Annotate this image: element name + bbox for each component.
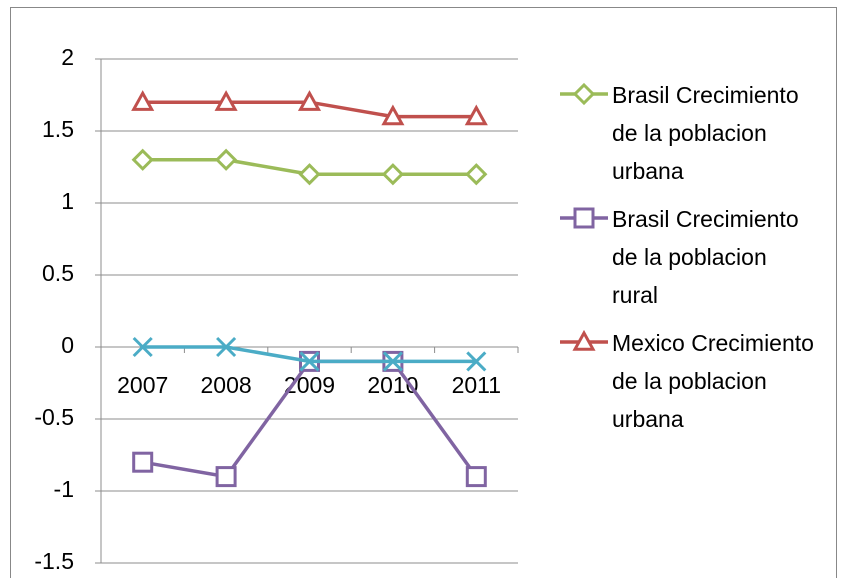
x-tick-label: 2011	[452, 372, 501, 398]
data-point	[214, 148, 238, 171]
data-point	[132, 451, 154, 473]
data-point	[214, 90, 238, 111]
legend-swatch	[560, 329, 608, 351]
x-tick-label: 2008	[201, 372, 252, 398]
data-point	[382, 351, 403, 372]
data-point	[215, 466, 237, 488]
y-tick-label: -1	[54, 476, 74, 502]
data-point	[465, 163, 488, 186]
legend-swatch	[560, 82, 608, 106]
chart-border	[10, 7, 837, 578]
legend-entry: Brasil Crecimiento de la poblacion urban…	[556, 76, 816, 190]
y-tick-label: 0	[61, 332, 74, 358]
y-tick-label: -0.5	[34, 404, 74, 430]
legend-marker	[572, 82, 596, 106]
data-point	[132, 336, 153, 358]
legend-swatch	[560, 207, 608, 229]
legend-marker	[572, 329, 596, 351]
legend-entry: Mexico Crecimiento de la poblacion urban…	[556, 324, 816, 438]
data-point	[297, 90, 322, 111]
data-point	[131, 148, 154, 171]
legend-label: Brasil Crecimiento de la poblacion urban…	[612, 82, 799, 184]
legend-entry: Brasil Crecimiento de la poblacion rural	[556, 200, 816, 314]
legend-label: Brasil Crecimiento de la poblacion rural	[612, 206, 799, 308]
data-point	[466, 351, 487, 372]
data-point	[381, 104, 405, 126]
data-point	[131, 90, 155, 111]
data-point	[464, 104, 488, 126]
data-point	[299, 351, 320, 372]
legend-marker	[573, 207, 595, 229]
data-point	[381, 163, 405, 186]
data-point	[465, 466, 487, 488]
y-tick-label: 1	[61, 188, 74, 214]
data-point	[298, 163, 321, 186]
legend-label: Mexico Crecimiento de la poblacion urban…	[612, 330, 814, 432]
y-tick-label: 2	[61, 44, 74, 70]
y-tick-label: 1.5	[42, 116, 74, 142]
y-tick-label: 0.5	[42, 260, 74, 286]
legend: Brasil Crecimiento de la poblacion urban…	[556, 76, 816, 448]
x-tick-label: 2007	[117, 372, 168, 398]
y-tick-label: -1.5	[34, 548, 74, 574]
data-point	[216, 336, 237, 358]
